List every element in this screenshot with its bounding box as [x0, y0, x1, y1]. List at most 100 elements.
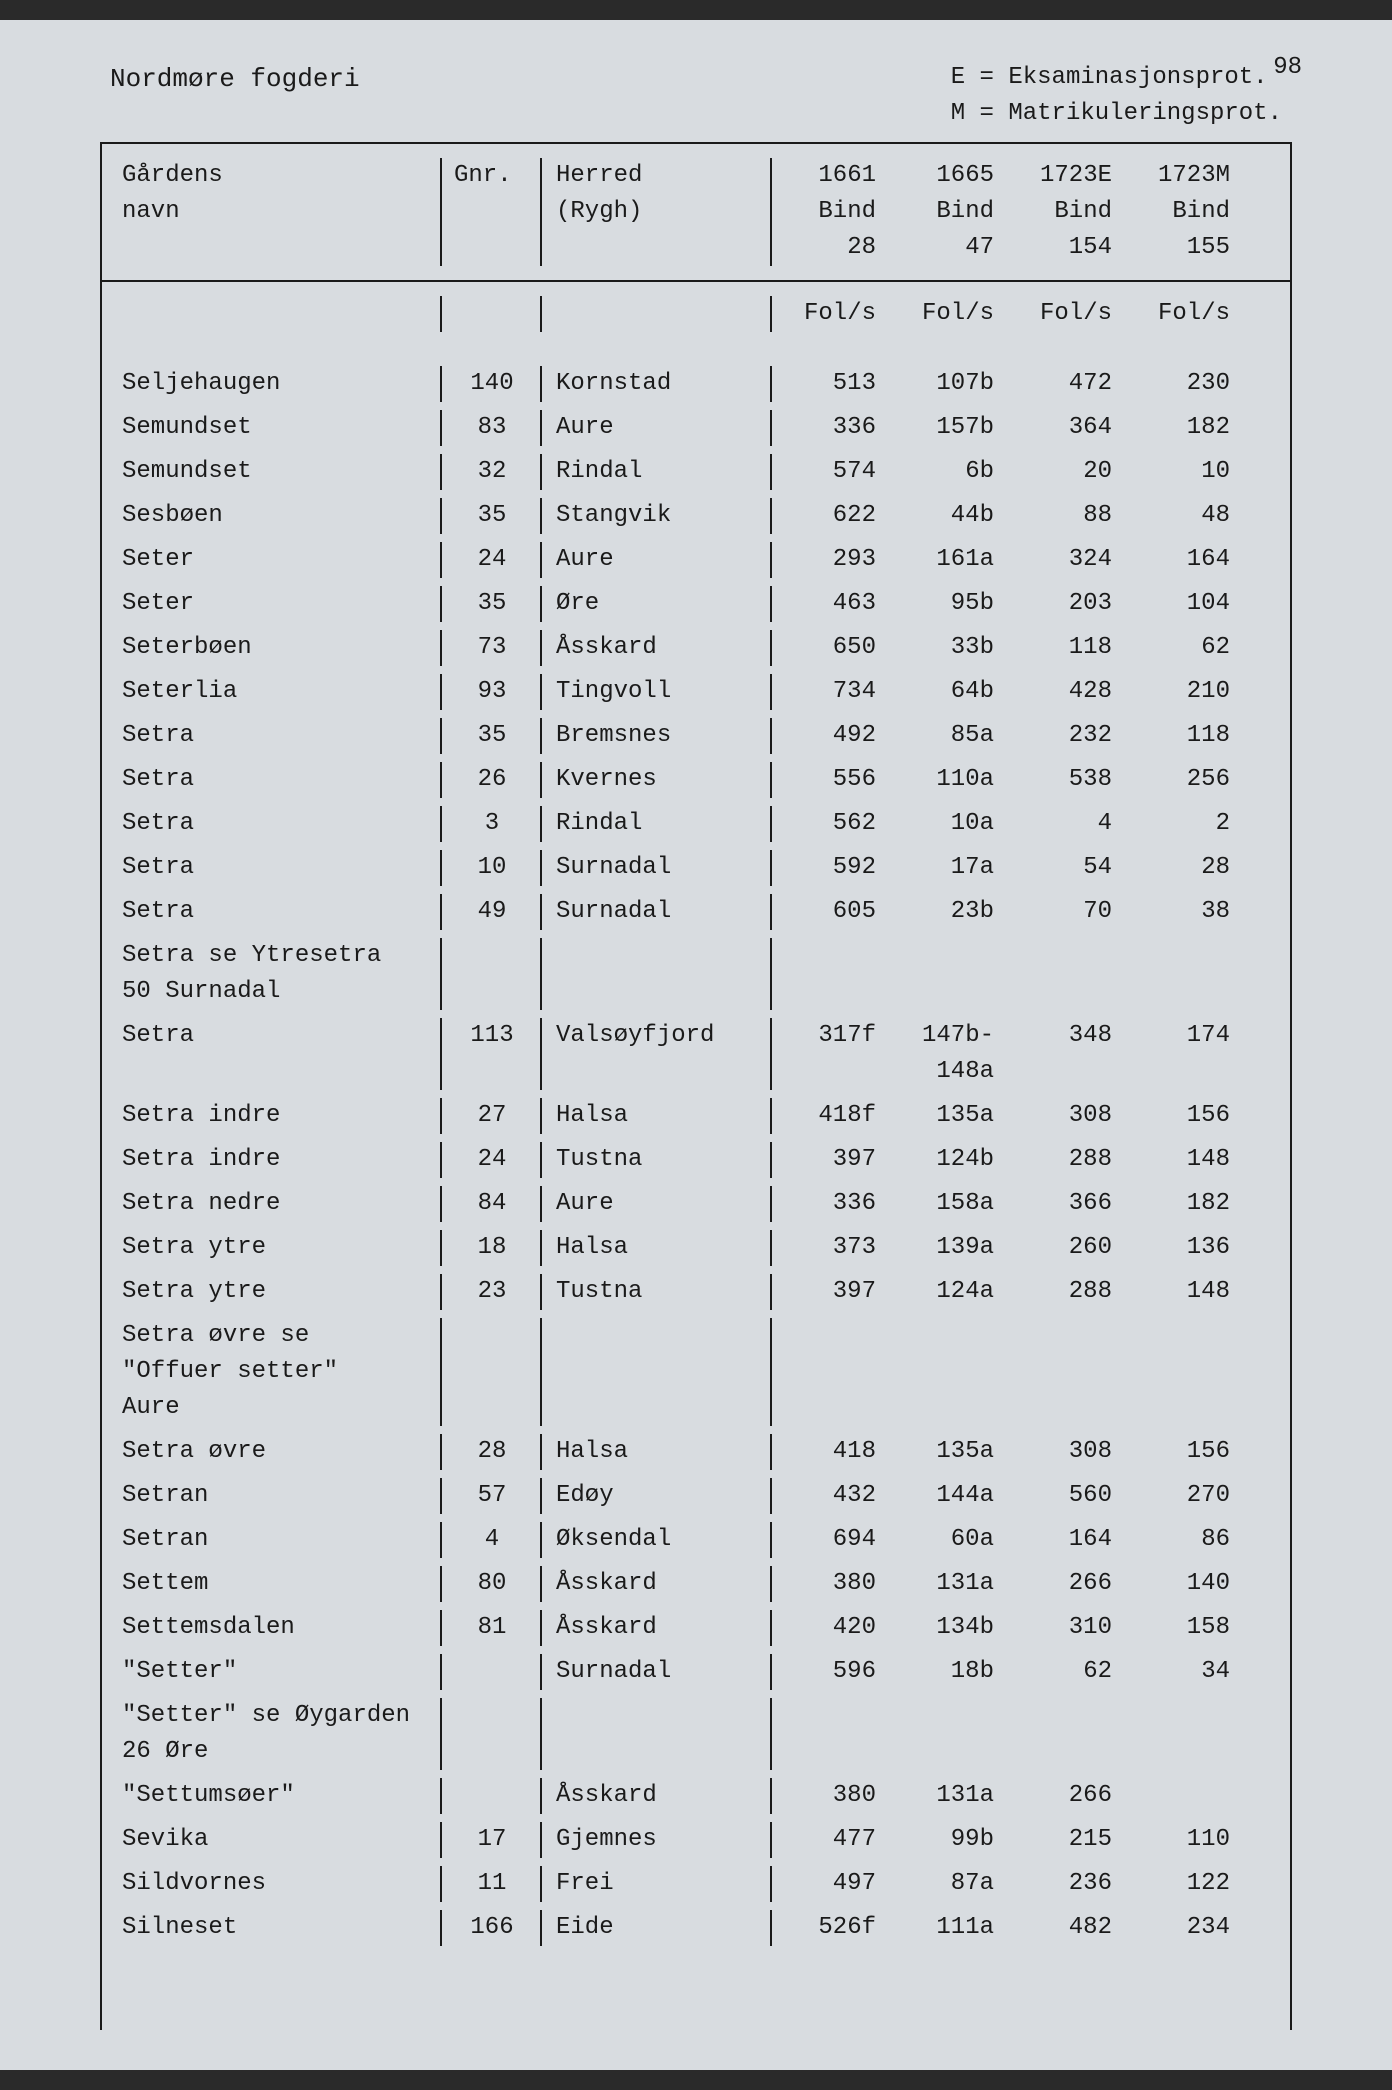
cell-1723m: 110 — [1126, 1822, 1244, 1858]
cell-1665: 134b — [890, 1610, 1008, 1646]
table-row: Sildvornes11Frei49787a236122 — [102, 1862, 1290, 1906]
cell-1665: 111a — [890, 1910, 1008, 1946]
header-legend: E = Eksaminasjonsprot. M = Matrikulering… — [951, 60, 1282, 132]
cell-1665: 144a — [890, 1478, 1008, 1514]
cell-name: Semundset — [102, 410, 442, 446]
cell-1723m: 104 — [1126, 586, 1244, 622]
cell-name: Setran — [102, 1478, 442, 1514]
cell-1665: 131a — [890, 1566, 1008, 1602]
cell-1723m: 62 — [1126, 630, 1244, 666]
cell-name: "Setter" se Øygarden 26 Øre — [102, 1698, 442, 1770]
cell-gnr: 140 — [442, 366, 542, 402]
cell-1723e — [1008, 938, 1126, 1010]
table-row: Setra3Rindal56210a42 — [102, 802, 1290, 846]
cell-1723m: 210 — [1126, 674, 1244, 710]
cell-1723m: 182 — [1126, 410, 1244, 446]
cell-gnr — [442, 938, 542, 1010]
cell-gnr: 11 — [442, 1866, 542, 1902]
cell-gnr: 57 — [442, 1478, 542, 1514]
cell-1665: 158a — [890, 1186, 1008, 1222]
cell-1661: 592 — [772, 850, 890, 886]
cell-1665: 99b — [890, 1822, 1008, 1858]
cell-1665: 110a — [890, 762, 1008, 798]
cell-gnr: 27 — [442, 1098, 542, 1134]
cell-herred — [542, 1698, 772, 1770]
cell-gnr: 23 — [442, 1274, 542, 1310]
cell-1665: 157b — [890, 410, 1008, 446]
cell-1665 — [890, 1698, 1008, 1770]
cell-gnr: 35 — [442, 586, 542, 622]
cell-1665: 17a — [890, 850, 1008, 886]
legend-line-e: E = Eksaminasjonsprot. — [951, 60, 1282, 96]
cell-1665: 124b — [890, 1142, 1008, 1178]
cell-1723e: 472 — [1008, 366, 1126, 402]
cell-1661: 650 — [772, 630, 890, 666]
cell-1723e: 308 — [1008, 1098, 1126, 1134]
cell-1665: 87a — [890, 1866, 1008, 1902]
table-row: Settemsdalen81Åsskard420134b310158 — [102, 1606, 1290, 1650]
cell-1723e: 364 — [1008, 410, 1126, 446]
cell-1723e: 70 — [1008, 894, 1126, 930]
table-row: Seterbøen73Åsskard65033b11862 — [102, 626, 1290, 670]
cell-1661: 605 — [772, 894, 890, 930]
cell-1661: 317f — [772, 1018, 890, 1090]
table-row: Setra se Ytresetra 50 Surnadal — [102, 934, 1290, 1014]
cell-1661 — [772, 1318, 890, 1426]
cell-1723m: 122 — [1126, 1866, 1244, 1902]
cell-gnr: 166 — [442, 1910, 542, 1946]
col-header-1661: 1661 Bind 28 — [772, 158, 890, 266]
cell-herred: Tustna — [542, 1142, 772, 1178]
table-body: Seljehaugen140Kornstad513107b472230Semun… — [102, 362, 1290, 2030]
cell-name: Setran — [102, 1522, 442, 1558]
page-number: 98 — [1273, 50, 1302, 86]
cell-1661 — [772, 938, 890, 1010]
cell-gnr: 17 — [442, 1822, 542, 1858]
cell-gnr: 28 — [442, 1434, 542, 1470]
cell-1723m: 174 — [1126, 1018, 1244, 1090]
cell-1723m: 34 — [1126, 1654, 1244, 1690]
table-row: "Setter" se Øygarden 26 Øre — [102, 1694, 1290, 1774]
cell-gnr: 18 — [442, 1230, 542, 1266]
cell-1723e: 482 — [1008, 1910, 1126, 1946]
col-header-1723e: 1723E Bind 154 — [1008, 158, 1126, 266]
subheader-blank — [102, 296, 442, 332]
cell-1723e: 266 — [1008, 1778, 1126, 1814]
cell-1723e: 118 — [1008, 630, 1126, 666]
cell-1723m: 118 — [1126, 718, 1244, 754]
cell-name: Seter — [102, 586, 442, 622]
cell-herred: Bremsnes — [542, 718, 772, 754]
cell-name: Seterlia — [102, 674, 442, 710]
col-header-1665: 1665 Bind 47 — [890, 158, 1008, 266]
cell-herred: Halsa — [542, 1230, 772, 1266]
table-row: Sesbøen35Stangvik62244b8848 — [102, 494, 1290, 538]
cell-1723e: 428 — [1008, 674, 1126, 710]
cell-name: Sevika — [102, 1822, 442, 1858]
cell-1723m: 86 — [1126, 1522, 1244, 1558]
subheader-blank — [542, 296, 772, 332]
cell-gnr: 80 — [442, 1566, 542, 1602]
data-table: Gårdens navn Gnr. Herred (Rygh) 1661 Bin… — [100, 142, 1292, 2030]
cell-name: Semundset — [102, 454, 442, 490]
table-row: Silneset166Eide526f111a482234 — [102, 1906, 1290, 1950]
cell-1723m: 2 — [1126, 806, 1244, 842]
cell-1723m — [1126, 1318, 1244, 1426]
cell-1723e: 260 — [1008, 1230, 1126, 1266]
cell-1661: 420 — [772, 1610, 890, 1646]
cell-gnr — [442, 1698, 542, 1770]
table-row: Semundset83Aure336157b364182 — [102, 406, 1290, 450]
cell-herred: Tustna — [542, 1274, 772, 1310]
cell-1723e: 538 — [1008, 762, 1126, 798]
cell-1723m: 10 — [1126, 454, 1244, 490]
cell-1723m: 156 — [1126, 1098, 1244, 1134]
table-row: Setra ytre23Tustna397124a288148 — [102, 1270, 1290, 1314]
cell-1661: 526f — [772, 1910, 890, 1946]
subheader-fols: Fol/s — [1126, 296, 1244, 332]
page-header: Nordmøre fogderi E = Eksaminasjonsprot. … — [100, 60, 1292, 132]
table-row: Setra øvre se "Offuer setter" Aure — [102, 1314, 1290, 1430]
col-header-gnr: Gnr. — [442, 158, 542, 266]
table-row: Setran4Øksendal69460a16486 — [102, 1518, 1290, 1562]
cell-1661: 497 — [772, 1866, 890, 1902]
cell-herred: Åsskard — [542, 1566, 772, 1602]
cell-name: Sildvornes — [102, 1866, 442, 1902]
cell-gnr: 83 — [442, 410, 542, 446]
